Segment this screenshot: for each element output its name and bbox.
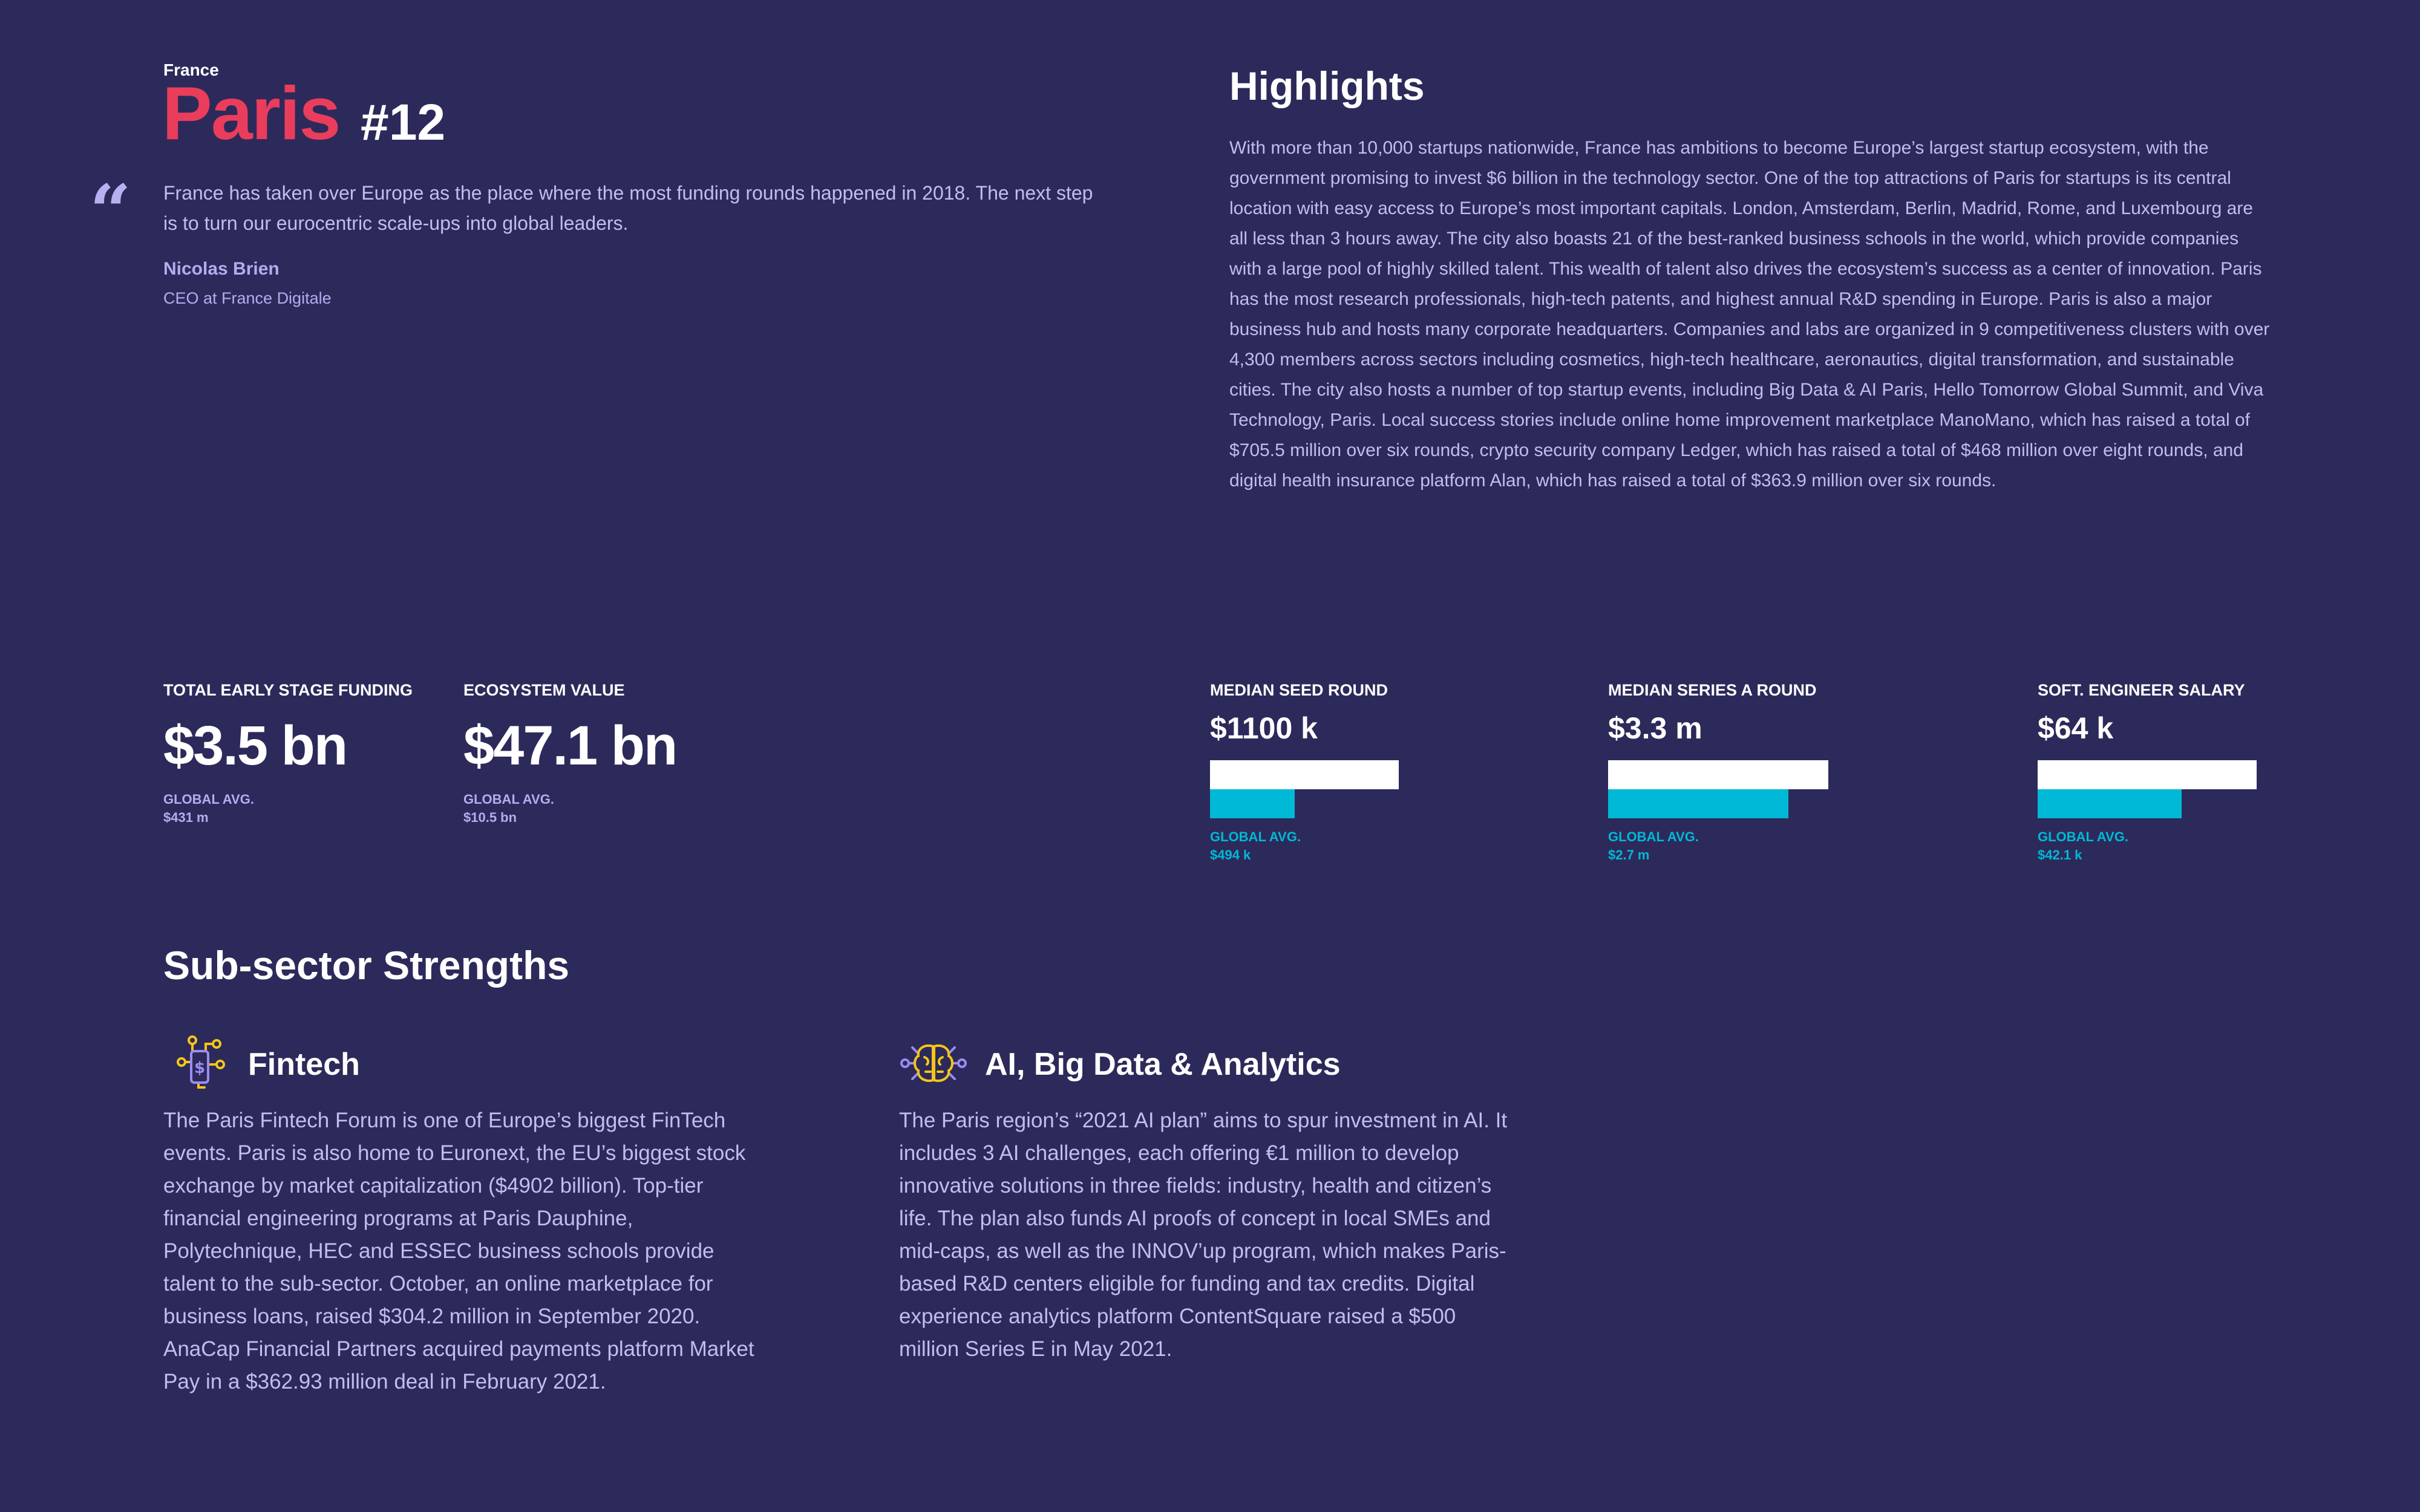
brain-circuit-icon: [900, 1039, 967, 1090]
fintech-title: Fintech: [248, 1047, 360, 1082]
bar-series-a-avg-label: GLOBAL AVG.: [1608, 829, 1699, 844]
bar-salary-value: $64 k: [2038, 711, 2114, 745]
bar-stat-series-a: MEDIAN SERIES A ROUND $3.3 m GLOBAL AVG.…: [1608, 681, 1850, 864]
bar-seed-city: [1210, 760, 1399, 789]
bar-salary-avg-label: GLOBAL AVG.: [2038, 829, 2128, 844]
bar-series-a-global: [1608, 789, 1788, 818]
bar-seed-global: [1210, 789, 1295, 818]
bar-salary-global: [2038, 789, 2182, 818]
bar-series-a-city: [1608, 760, 1828, 789]
stat-ecosystem: ECOSYSTEM VALUE $47.1 bn GLOBAL AVG. $10…: [463, 681, 678, 827]
city-title: Paris: [162, 72, 341, 155]
ai-body: The Paris region’s “2021 AI plan” aims t…: [899, 1109, 1508, 1361]
quote-author-role: CEO at France Digitale: [163, 289, 332, 307]
svg-text:$: $: [194, 1059, 205, 1077]
bar-seed-label: MEDIAN SEED ROUND: [1210, 681, 1388, 699]
highlights-body: With more than 10,000 startups nationwid…: [1229, 138, 2270, 490]
bar-series-a-avg-value: $2.7 m: [1608, 847, 1650, 862]
stat-ecosystem-avg-label: GLOBAL AVG.: [463, 792, 554, 807]
stat-funding: TOTAL EARLY STAGE FUNDING $3.5 bn GLOBAL…: [163, 681, 413, 827]
bar-series-a-value: $3.3 m: [1608, 711, 1702, 745]
bar-seed-avg-label: GLOBAL AVG.: [1210, 829, 1301, 844]
country-label: France: [163, 60, 219, 79]
stat-ecosystem-value: $47.1 bn: [463, 715, 678, 777]
bar-seed-value: $1100 k: [1210, 711, 1318, 745]
fintech-icon: $: [171, 1033, 229, 1094]
bar-stat-salary: SOFT. ENGINEER SALARY $64 k GLOBAL AVG. …: [2038, 681, 2280, 864]
fintech-body: The Paris Fintech Forum is one of Europe…: [163, 1109, 754, 1393]
stat-ecosystem-avg-value: $10.5 bn: [463, 810, 517, 825]
bar-salary-label: SOFT. ENGINEER SALARY: [2038, 681, 2245, 699]
bar-series-a-label: MEDIAN SERIES A ROUND: [1608, 681, 1817, 699]
highlights-title: Highlights: [1229, 64, 1425, 108]
stat-ecosystem-label: ECOSYSTEM VALUE: [463, 681, 625, 699]
bar-seed-avg-value: $494 k: [1210, 847, 1251, 862]
stat-funding-label: TOTAL EARLY STAGE FUNDING: [163, 681, 413, 699]
stat-funding-value: $3.5 bn: [163, 715, 348, 777]
stat-funding-avg-value: $431 m: [163, 810, 209, 825]
bar-salary-city: [2038, 760, 2257, 789]
bar-salary-avg-value: $42.1 k: [2038, 847, 2082, 862]
subsectors-title: Sub-sector Strengths: [163, 943, 570, 988]
ai-title: AI, Big Data & Analytics: [985, 1047, 1341, 1082]
bar-stat-seed: MEDIAN SEED ROUND $1100 k GLOBAL AVG. $4…: [1210, 681, 1404, 864]
quote-author: Nicolas Brien: [163, 259, 280, 279]
stat-funding-avg-label: GLOBAL AVG.: [163, 792, 254, 807]
city-rank: #12: [361, 94, 446, 151]
quote-mark-icon: “: [90, 169, 132, 254]
quote-text: France has taken over Europe as the plac…: [163, 182, 1093, 234]
